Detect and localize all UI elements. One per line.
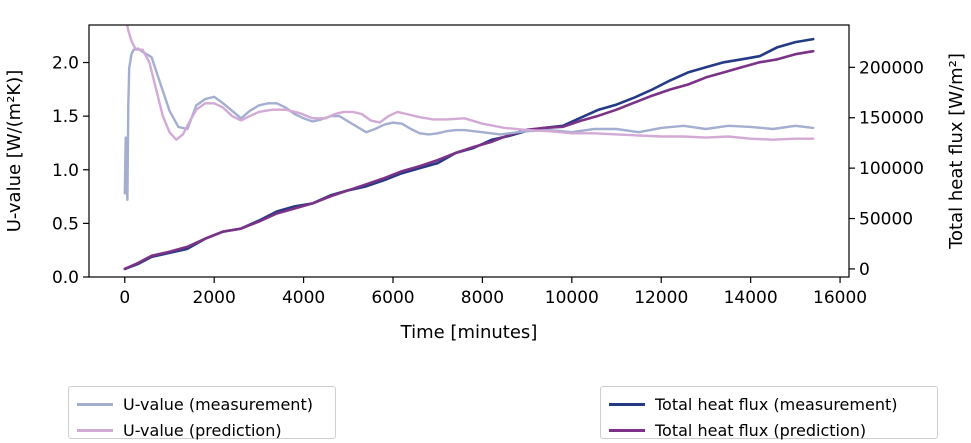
- plot-lines: [123, 25, 815, 271]
- x-tick-label: 0: [119, 288, 130, 308]
- series-line-flux-measurement: [123, 37, 815, 271]
- x-tick-label: 12000: [634, 288, 688, 308]
- x-tick-label: 4000: [282, 288, 325, 308]
- x-tick-label: 14000: [724, 288, 778, 308]
- series-line-u-measurement: [123, 47, 815, 202]
- x-tick-label: 8000: [461, 288, 504, 308]
- y-left-tick-label: 1.0: [52, 161, 79, 181]
- plot-frame: [88, 24, 850, 278]
- y-right-ticks: 0 50000 100000 150000 200000: [849, 58, 924, 280]
- legend-label-flux-measurement: Total heat flux (measurement): [655, 394, 898, 414]
- legend-right: Total heat flux (measurement) Total heat…: [600, 386, 938, 440]
- legend-swatch-flux-prediction: [609, 428, 645, 432]
- x-axis-label: Time [minutes]: [400, 322, 538, 343]
- x-tick-label: 6000: [371, 288, 414, 308]
- legend-label-u-prediction: U-value (prediction): [123, 420, 282, 440]
- y-right-tick-label: 50000: [859, 210, 913, 230]
- y-right-tick-label: 100000: [859, 159, 924, 179]
- legend-swatch-flux-measurement: [609, 402, 645, 406]
- legend-label-flux-prediction: Total heat flux (prediction): [655, 420, 867, 440]
- x-tick-label: 16000: [813, 288, 867, 308]
- y-left-axis-label: U-value [W/(m²K)]: [4, 70, 25, 233]
- y-left-tick-label: 0.5: [52, 214, 79, 234]
- legend-item-flux-prediction: Total heat flux (prediction): [609, 417, 929, 443]
- x-ticks: 0 2000 4000 6000 8000 10000 12000 14000 16000: [119, 277, 867, 308]
- legend-swatch-u-prediction: [77, 428, 113, 432]
- y-right-tick-label: 200000: [859, 58, 924, 78]
- y-left-tick-label: 0.0: [52, 268, 79, 288]
- y-right-tick-label: 0: [859, 260, 870, 280]
- y-right-axis-label: Total heat flux [W/m²]: [946, 53, 967, 250]
- series-line-flux-prediction: [123, 49, 815, 271]
- legend-item-u-prediction: U-value (prediction): [77, 417, 327, 443]
- series-line-u-prediction: [125, 25, 815, 141]
- legend-swatch-u-measurement: [77, 402, 113, 406]
- legend-left: U-value (measurement) U-value (predictio…: [68, 386, 336, 440]
- y-left-ticks: 0.0 0.5 1.0 1.5 2.0: [52, 54, 89, 288]
- y-left-tick-label: 2.0: [52, 54, 79, 74]
- legend-item-u-measurement: U-value (measurement): [77, 391, 327, 417]
- legend-item-flux-measurement: Total heat flux (measurement): [609, 391, 929, 417]
- y-right-tick-label: 150000: [859, 109, 924, 129]
- legend-label-u-measurement: U-value (measurement): [123, 394, 313, 414]
- x-tick-label: 10000: [545, 288, 599, 308]
- y-left-tick-label: 1.5: [52, 107, 79, 127]
- x-tick-label: 2000: [193, 288, 236, 308]
